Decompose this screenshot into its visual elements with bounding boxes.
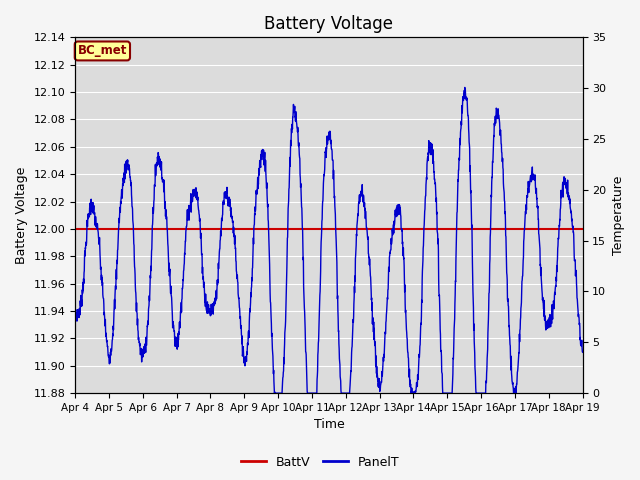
Legend: BattV, PanelT: BattV, PanelT <box>236 451 404 474</box>
Text: BC_met: BC_met <box>77 45 127 58</box>
Y-axis label: Temperature: Temperature <box>612 176 625 255</box>
X-axis label: Time: Time <box>314 419 344 432</box>
Title: Battery Voltage: Battery Voltage <box>264 15 394 33</box>
Y-axis label: Battery Voltage: Battery Voltage <box>15 167 28 264</box>
